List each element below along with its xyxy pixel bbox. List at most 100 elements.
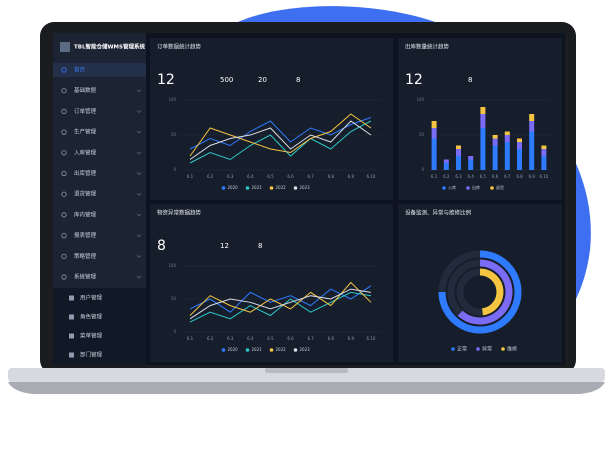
x-tick-label: 6.2 (207, 336, 214, 341)
bar-segment (480, 114, 486, 128)
legend-label: 2021 (252, 347, 263, 352)
submenu-item[interactable]: 菜单管理 (80, 332, 103, 340)
menu-item[interactable]: 订单管理 (74, 107, 97, 115)
menu-caret (136, 110, 142, 113)
menu-icon (61, 129, 67, 135)
submenu-icon (69, 333, 74, 339)
menu-item[interactable]: 库内管理 (74, 210, 97, 218)
legend-label: 异常 (482, 346, 492, 353)
menu-icon (61, 233, 67, 239)
series-line (189, 288, 372, 320)
submenu-icon (69, 352, 74, 358)
bar-segment (431, 121, 437, 128)
menu-icon (61, 170, 67, 177)
bar-segment (456, 145, 461, 149)
legend-label: 2020 (228, 185, 239, 190)
panel (398, 38, 562, 200)
kpi-value: 8 (296, 76, 300, 84)
bar-segment (517, 138, 522, 142)
submenu-item[interactable]: 角色管理 (80, 313, 103, 321)
x-tick-label: 6.9 (348, 174, 355, 179)
menu-item[interactable]: 生产管理 (74, 128, 97, 136)
x-tick-label: 6.8 (328, 336, 335, 341)
legend-label: 入库 (448, 184, 456, 190)
x-tick-label: 6.2 (207, 174, 214, 179)
submenu-icon (69, 314, 74, 320)
y-tick-label: 50 (419, 132, 425, 137)
menu-active (53, 63, 146, 77)
x-tick-label: 6.6 (492, 174, 499, 179)
bar-segment (517, 142, 522, 149)
ring-arc (479, 268, 504, 316)
menu-item[interactable]: 出库管理 (74, 169, 97, 177)
menu-item[interactable]: 系统管理 (74, 273, 97, 281)
menu-caret (136, 213, 142, 217)
legend-label: 2022 (276, 347, 287, 352)
submenu-icon (69, 295, 74, 301)
panel-title: 设备监测、异常与维修比例 (405, 209, 472, 217)
x-tick-label: 6.4 (247, 174, 254, 179)
bar-segment (456, 149, 461, 156)
kpi-value: 12 (220, 242, 229, 250)
y-tick-label: 50 (171, 132, 177, 137)
bar-segment (480, 107, 486, 114)
menu-item[interactable]: 入库管理 (74, 148, 97, 156)
x-tick-label: 6.7 (307, 336, 314, 341)
x-tick-label: 6.4 (468, 174, 475, 179)
bar-segment (541, 156, 547, 170)
kpi-value: 12 (157, 72, 175, 88)
menu-item[interactable]: 报表管理 (74, 231, 97, 239)
series-line (189, 120, 372, 160)
kpi-value: 8 (258, 242, 262, 250)
ring-arc (438, 250, 522, 334)
submenu-bg (53, 288, 146, 365)
x-tick-label: 6.1 (187, 336, 194, 341)
bar-segment (504, 131, 510, 135)
submenu-item[interactable]: 部门管理 (80, 351, 103, 359)
y-tick-label: 100 (416, 97, 424, 102)
bar-segment (492, 135, 498, 139)
logo (60, 42, 70, 52)
bar-segment (504, 135, 510, 142)
bar-segment (529, 121, 535, 132)
menu-item[interactable]: 策略管理 (74, 252, 97, 260)
x-tick-label: 6.1 (187, 174, 194, 179)
kpi-value: 20 (258, 76, 267, 84)
bar-segment (468, 156, 474, 160)
kpi-value: 8 (468, 76, 472, 84)
menu-caret (136, 130, 142, 134)
menu-item[interactable]: 退货管理 (74, 190, 97, 198)
legend-label: 2021 (252, 185, 263, 190)
ring-arc (457, 259, 513, 325)
x-tick-label: 6.10 (366, 174, 375, 179)
legend-dot (293, 348, 298, 352)
submenu-item[interactable]: 用户管理 (80, 294, 103, 302)
menu-icon (61, 191, 67, 197)
menu-icon (61, 274, 67, 280)
menu-item[interactable]: 基础数据 (74, 86, 97, 94)
x-tick-label: 6.3 (455, 174, 462, 179)
bar-segment (431, 128, 437, 139)
menu-caret (136, 151, 142, 155)
bar-segment (492, 145, 498, 170)
kpi-value: 500 (220, 76, 233, 84)
x-tick-label: 6.9 (348, 336, 355, 341)
app-title: TBL智能仓储WMS管理系统 (74, 43, 145, 51)
x-tick-label: 6.7 (504, 174, 511, 179)
y-tick-label: 0 (173, 329, 176, 334)
x-tick-label: 6.6 (287, 336, 294, 341)
x-tick-label: 6.1 (431, 174, 438, 179)
menu-icon (61, 108, 67, 115)
legend-label: 2023 (300, 185, 311, 190)
legend-dot (245, 348, 250, 352)
panel (398, 204, 562, 362)
x-tick-label: 6.10 (366, 336, 375, 341)
legend-label: 出库 (472, 184, 480, 190)
legend-label: 2023 (300, 347, 311, 352)
y-tick-label: 100 (168, 263, 176, 268)
bar-segment (492, 138, 498, 146)
menu-item[interactable]: 首页 (74, 66, 86, 74)
legend-label: 退货 (496, 184, 504, 190)
x-tick-label: 6.8 (328, 174, 335, 179)
